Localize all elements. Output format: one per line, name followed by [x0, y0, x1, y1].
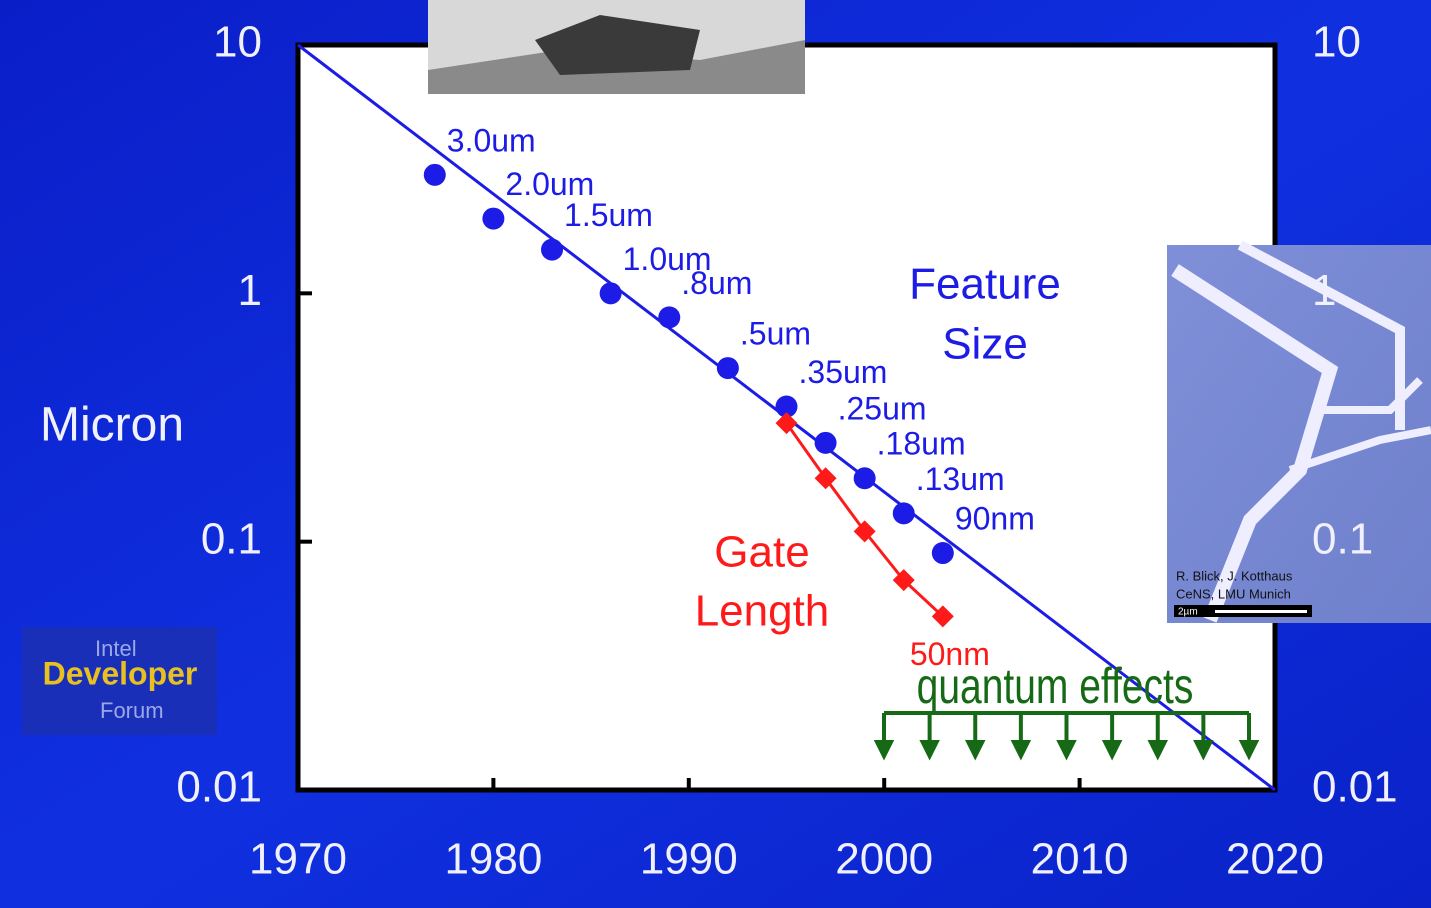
value-label: .18um: [877, 426, 966, 462]
logo-text: Developer: [43, 655, 198, 691]
value-label: 90nm: [955, 500, 1035, 536]
x-tick-label: 2010: [1031, 835, 1129, 884]
annotation: Gate: [714, 528, 809, 577]
value-label: .25um: [838, 390, 927, 426]
point: [717, 357, 739, 379]
y-tick-label: 0.1: [201, 514, 262, 563]
logo: Intel Developer Forum: [22, 627, 217, 735]
value-label: .13um: [916, 461, 1005, 497]
y-tick-label: 10: [1312, 18, 1361, 67]
y-tick-label: 0.01: [176, 763, 262, 812]
annotation: Feature: [909, 260, 1061, 309]
x-tick-label: 1970: [249, 835, 347, 884]
x-tick-label: 2000: [835, 835, 933, 884]
value-label: 3.0um: [447, 122, 536, 158]
chart: Micron Feature Size Gate Length quantum …: [0, 0, 1431, 908]
value-label: 1.5um: [564, 197, 653, 233]
x-tick-label: 1980: [444, 835, 542, 884]
sem-inset: R. Blick, J. Kotthaus CeNS, LMU Munich 2…: [1167, 245, 1431, 623]
y-tick-label: 0.01: [1312, 763, 1398, 812]
point: [482, 208, 504, 230]
y-tick-label: 1: [1312, 266, 1336, 315]
photo-top: [428, 0, 805, 94]
credit: R. Blick, J. Kotthaus: [1176, 568, 1293, 583]
point: [932, 542, 954, 564]
annotation: Length: [695, 587, 830, 636]
value-label: .35um: [799, 354, 888, 390]
point: [893, 502, 915, 524]
y-tick-label: 1: [238, 266, 262, 315]
point: [815, 432, 837, 454]
point: [541, 239, 563, 261]
credit: CeNS, LMU Munich: [1176, 586, 1291, 601]
point: [600, 282, 622, 304]
point: [658, 306, 680, 328]
point: [854, 467, 876, 489]
y-tick-label: 0.1: [1312, 514, 1373, 563]
x-tick-label: 1990: [640, 835, 738, 884]
point: [424, 164, 446, 186]
y-axis-label: Micron: [40, 399, 184, 452]
annotation: Size: [942, 320, 1028, 369]
page: {"chart_data": { "type": "line", "y_labe…: [0, 0, 1431, 908]
value-label: .8um: [681, 265, 752, 301]
value-label: .5um: [740, 316, 811, 352]
logo-text: Forum: [100, 698, 164, 723]
y-tick-label: 10: [213, 18, 262, 67]
value-label: 50nm: [910, 636, 990, 672]
scale-bar-label: 2µm: [1178, 607, 1198, 618]
x-tick-label: 2020: [1226, 835, 1324, 884]
